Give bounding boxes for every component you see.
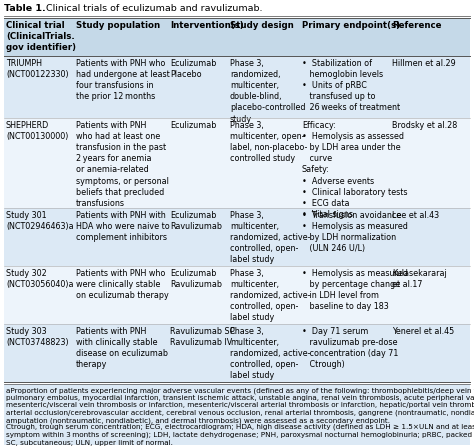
Text: Lee et al.43: Lee et al.43 bbox=[392, 211, 439, 220]
Text: Ravulizumab SC
Ravulizumab IV: Ravulizumab SC Ravulizumab IV bbox=[170, 327, 235, 347]
Text: Eculizumab
Ravulizumab: Eculizumab Ravulizumab bbox=[170, 269, 222, 289]
Bar bbox=[4, 208, 470, 266]
Text: •  Day 71 serum
   ravulizumab pre-dose
   concentration (day 71
   Ctrough): • Day 71 serum ravulizumab pre-dose conc… bbox=[302, 327, 398, 369]
Text: Eculizumab
Placebo: Eculizumab Placebo bbox=[170, 59, 216, 79]
Text: •  Transfusion avoidance
•  Hemolysis as measured
   by LDH normalization
   (UL: • Transfusion avoidance • Hemolysis as m… bbox=[302, 211, 408, 253]
Text: Phase 3,
multicenter, open-
label, non-placebo-
controlled study: Phase 3, multicenter, open- label, non-p… bbox=[230, 121, 307, 163]
Text: Primary endpoint(s): Primary endpoint(s) bbox=[302, 21, 400, 30]
Text: Phase 3,
randomized,
multicenter,
double-blind,
placebo-controlled
study: Phase 3, randomized, multicenter, double… bbox=[230, 59, 306, 123]
Text: Patients with PNH
with clinically stable
disease on eculizumab
therapy: Patients with PNH with clinically stable… bbox=[76, 327, 168, 369]
Text: Eculizumab: Eculizumab bbox=[170, 121, 216, 130]
Text: Kulasekararaj
et al.17: Kulasekararaj et al.17 bbox=[392, 269, 447, 289]
Bar bbox=[4, 56, 470, 118]
Text: Clinical trial
(ClinicalTrials.
gov identifier): Clinical trial (ClinicalTrials. gov iden… bbox=[6, 21, 76, 52]
Text: Study 301
(NCT02946463)a: Study 301 (NCT02946463)a bbox=[6, 211, 73, 231]
Text: Reference: Reference bbox=[392, 21, 441, 30]
Text: Study 303
(NCT03748823): Study 303 (NCT03748823) bbox=[6, 327, 69, 347]
Text: Hillmen et al.29: Hillmen et al.29 bbox=[392, 59, 456, 68]
Text: SHEPHERD
(NCT00130000): SHEPHERD (NCT00130000) bbox=[6, 121, 68, 141]
Text: Study population: Study population bbox=[76, 21, 160, 30]
Text: Patients with PNH with
HDA who were naive to
complement inhibitors: Patients with PNH with HDA who were naiv… bbox=[76, 211, 170, 242]
Text: Phase 3,
multicenter,
randomized, active-
controlled, open-
label study: Phase 3, multicenter, randomized, active… bbox=[230, 269, 310, 322]
Text: Table 1.: Table 1. bbox=[4, 4, 46, 13]
Text: Efficacy:
•  Hemolysis as assessed
   by LDH area under the
   curve
Safety:
•  : Efficacy: • Hemolysis as assessed by LDH… bbox=[302, 121, 408, 219]
Text: Phase 3,
multicenter,
randomized, active-
controlled, open-
label study: Phase 3, multicenter, randomized, active… bbox=[230, 211, 310, 264]
Text: •  Stabilization of
   hemoglobin levels
•  Units of pRBC
   transfused up to
  : • Stabilization of hemoglobin levels • U… bbox=[302, 59, 400, 112]
Bar bbox=[4, 384, 470, 445]
Text: Clinical trials of eculizumab and ravulizumab.: Clinical trials of eculizumab and ravuli… bbox=[40, 4, 263, 13]
Text: TRIUMPH
(NCT00122330): TRIUMPH (NCT00122330) bbox=[6, 59, 69, 79]
Bar bbox=[4, 118, 470, 208]
Text: Brodsky et al.28: Brodsky et al.28 bbox=[392, 121, 457, 130]
Bar bbox=[4, 18, 470, 56]
Text: Study design: Study design bbox=[230, 21, 294, 30]
Text: Study 302
(NCT03056040)a: Study 302 (NCT03056040)a bbox=[6, 269, 73, 289]
Text: aProportion of patients experiencing major adverse vascular events (defined as a: aProportion of patients experiencing maj… bbox=[6, 387, 474, 425]
Text: Eculizumab
Ravulizumab: Eculizumab Ravulizumab bbox=[170, 211, 222, 231]
Text: Phase 3,
multicenter,
randomized, active-
controlled, open-
label study: Phase 3, multicenter, randomized, active… bbox=[230, 327, 310, 380]
Text: •  Hemolysis as measured
   by percentage change
   in LDH level from
   baselin: • Hemolysis as measured by percentage ch… bbox=[302, 269, 408, 311]
Text: Ctrough, trough serum concentration; ECG, electrocardiogram; HDA, high disease a: Ctrough, trough serum concentration; ECG… bbox=[6, 423, 474, 446]
Text: Intervention(s): Intervention(s) bbox=[170, 21, 244, 30]
Bar bbox=[4, 266, 470, 324]
Text: Yenerel et al.45: Yenerel et al.45 bbox=[392, 327, 454, 336]
Bar bbox=[4, 324, 470, 382]
Text: Patients with PNH who
were clinically stable
on eculizumab therapy: Patients with PNH who were clinically st… bbox=[76, 269, 169, 300]
Text: Patients with PNH who
had undergone at least
four transfusions in
the prior 12 m: Patients with PNH who had undergone at l… bbox=[76, 59, 170, 101]
Text: Patients with PNH
who had at least one
transfusion in the past
2 years for anemi: Patients with PNH who had at least one t… bbox=[76, 121, 169, 208]
